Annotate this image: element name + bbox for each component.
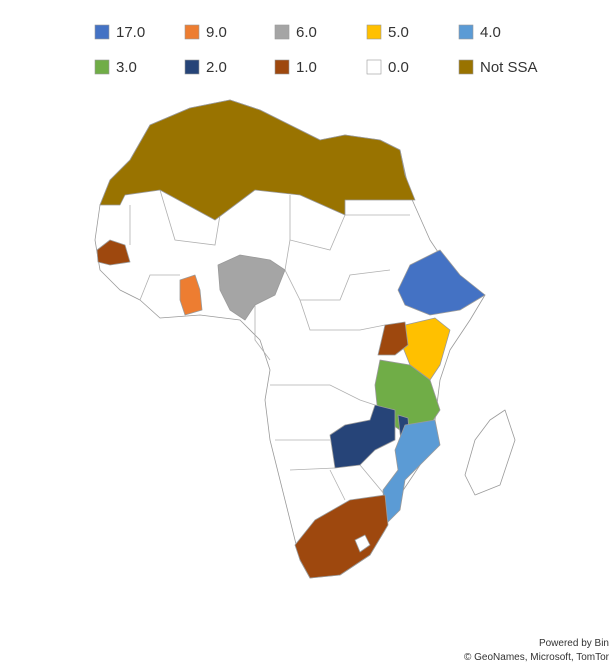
- region-uganda: [377, 321, 409, 356]
- legend-label: 1.0: [296, 59, 317, 76]
- region-mozambique: [382, 419, 441, 526]
- legend-swatch: [94, 24, 110, 40]
- legend-swatch: [458, 24, 474, 40]
- region-not-ssa: [99, 99, 416, 221]
- attribution: © GeoNames, Microsoft, TomTor: [464, 652, 609, 663]
- region-ghana: [179, 274, 203, 316]
- legend-label: 3.0: [116, 59, 137, 76]
- region-lesotho: [354, 534, 371, 553]
- legend-label: 2.0: [206, 59, 227, 76]
- legend-swatch: [94, 59, 110, 75]
- attribution: Powered by Bin: [539, 638, 609, 649]
- region-senegal: [96, 239, 131, 266]
- legend-label: 5.0: [388, 24, 409, 41]
- legend-swatch: [184, 24, 200, 40]
- legend-swatch: [458, 59, 474, 75]
- region-madagascar: [464, 409, 516, 496]
- legend-swatch: [274, 24, 290, 40]
- legend-label: 17.0: [116, 24, 145, 41]
- legend-label: 6.0: [296, 24, 317, 41]
- region-south-africa: [294, 494, 389, 579]
- legend-label: 0.0: [388, 59, 409, 76]
- legend-swatch: [366, 24, 382, 40]
- country-borders: [129, 189, 410, 501]
- legend-swatch: [184, 59, 200, 75]
- region-nigeria: [217, 254, 286, 321]
- region-ethiopia: [397, 249, 486, 316]
- legend-swatch: [274, 59, 290, 75]
- region-zambia: [329, 404, 396, 469]
- legend-swatch: [366, 59, 382, 75]
- legend-label: 9.0: [206, 24, 227, 41]
- legend-label: Not SSA: [480, 59, 538, 76]
- legend-label: 4.0: [480, 24, 501, 41]
- africa-map: [94, 99, 516, 579]
- legend: 17.0 9.0 6.0 5.0 4.0 3.0 2.0 1.0 0.0 Not SSA: [94, 24, 538, 76]
